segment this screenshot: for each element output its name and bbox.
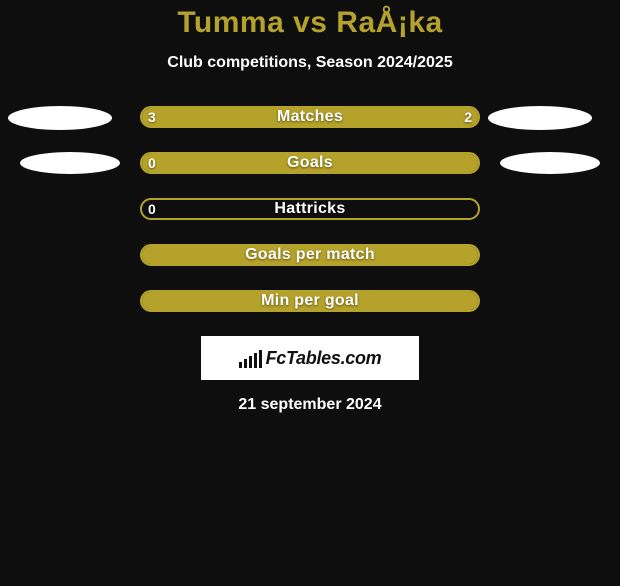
stat-label: Goals [142, 154, 478, 172]
stat-value-left: 3 [148, 106, 156, 128]
left-ellipse-icon [20, 152, 120, 174]
stat-row: Goals0 [0, 152, 620, 174]
stat-row: Min per goal [0, 290, 620, 312]
stat-label: Goals per match [142, 246, 478, 264]
right-ellipse-icon [488, 106, 592, 130]
subtitle: Club competitions, Season 2024/2025 [0, 54, 620, 72]
fctables-logo: FcTables.com [201, 336, 419, 380]
stat-bar: Hattricks [140, 198, 480, 220]
page-title: Tumma vs RaÅ¡ka [0, 6, 620, 40]
stat-value-left: 0 [148, 198, 156, 220]
stat-row: Hattricks0 [0, 198, 620, 220]
stat-bar: Min per goal [140, 290, 480, 312]
logo-bar-segment [239, 362, 242, 368]
logo-bar-segment [249, 356, 252, 368]
right-ellipse-icon [500, 152, 600, 174]
stat-row: Goals per match [0, 244, 620, 266]
stat-row: Matches3 2 [0, 106, 620, 128]
stat-value-left: 0 [148, 152, 156, 174]
logo-bars-icon [239, 348, 262, 368]
stat-label: Hattricks [142, 200, 478, 218]
left-ellipse-icon [8, 106, 112, 130]
stat-value-right: 2 [464, 106, 472, 128]
logo-bar-segment [244, 359, 247, 368]
logo-bar-segment [259, 350, 262, 368]
stat-label: Matches [142, 108, 478, 126]
date-label: 21 september 2024 [0, 396, 620, 414]
stat-bar: Goals [140, 152, 480, 174]
logo-text: FcTables.com [266, 348, 382, 369]
stat-bar: Goals per match [140, 244, 480, 266]
stat-bar: Matches [140, 106, 480, 128]
logo-bar-segment [254, 353, 257, 368]
stat-label: Min per goal [142, 292, 478, 310]
